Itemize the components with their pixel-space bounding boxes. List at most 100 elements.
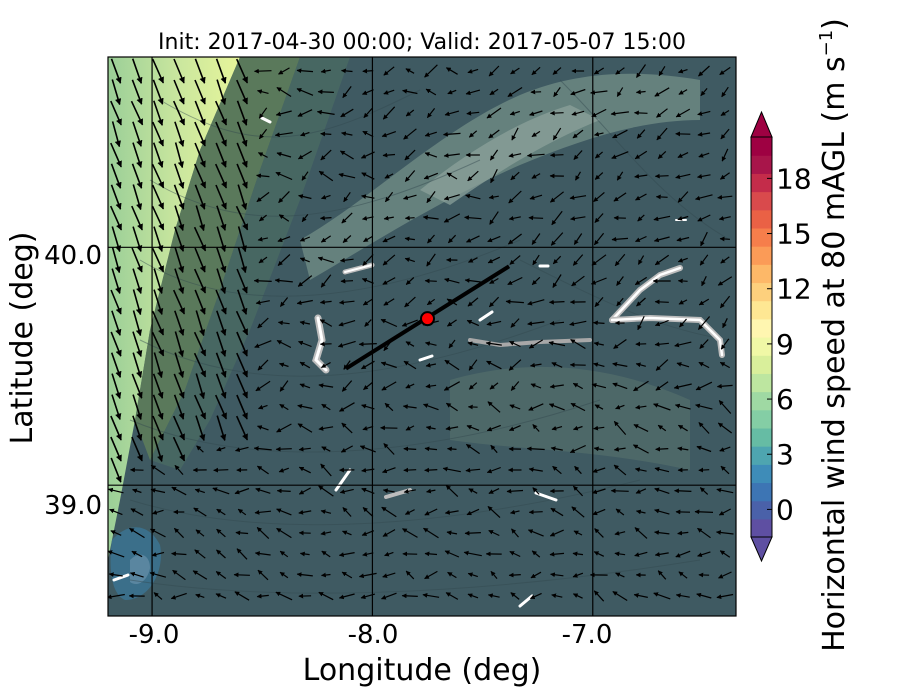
colorbar-tick-label: 18 (776, 162, 812, 195)
wind-arrow (701, 275, 707, 287)
wind-arrow (110, 58, 122, 84)
wind-arrow (195, 593, 205, 599)
wind-arrow (447, 319, 457, 327)
wind-arrow (342, 86, 352, 98)
wind-arrow (318, 426, 334, 431)
wind-arrow (634, 276, 648, 286)
wind-arrow (717, 276, 733, 286)
colorbar-segment (751, 427, 772, 447)
wind-arrow (151, 310, 165, 336)
wind-arrow (275, 446, 292, 452)
wind-arrow (257, 425, 269, 431)
wind-arrow (466, 508, 480, 516)
wind-arrow (171, 551, 187, 557)
wind-arrow (257, 465, 269, 475)
wind-arrow (152, 121, 164, 147)
wind-arrow (572, 129, 584, 139)
wind-arrow (257, 569, 269, 581)
wind-arrow (362, 215, 374, 221)
wind-arrow (572, 485, 584, 497)
wind-arrow (612, 382, 628, 390)
wind-arrow (552, 127, 562, 141)
wind-arrow (278, 67, 290, 75)
wind-arrow (527, 299, 545, 306)
wind-arrow (216, 331, 227, 357)
wind-arrow (172, 100, 186, 126)
wind-arrow (507, 276, 523, 286)
wind-arrow (109, 508, 123, 516)
wind-arrow (508, 153, 522, 158)
wind-arrow (613, 421, 627, 435)
wind-arrow (318, 383, 334, 388)
wind-arrow (194, 184, 206, 210)
wind-arrow (192, 570, 208, 580)
wind-arrow (404, 257, 415, 263)
wind-arrow (675, 108, 691, 118)
wind-arrow (550, 232, 564, 246)
wind-arrow (382, 254, 396, 266)
wind-arrow (402, 404, 417, 410)
wind-arrow (381, 131, 396, 138)
wind-arrow (405, 341, 415, 347)
wind-arrow (466, 235, 480, 243)
wind-arrow (424, 152, 438, 158)
wind-arrow (637, 316, 645, 331)
wind-arrow (131, 79, 143, 105)
wind-arrow (382, 277, 396, 285)
wind-arrow (131, 247, 143, 273)
wind-arrow (340, 278, 354, 284)
wind-arrow (173, 79, 185, 105)
wind-arrow (259, 214, 267, 222)
colorbar-segment (751, 464, 772, 484)
wind-arrow (194, 247, 206, 273)
wind-arrow (444, 110, 460, 117)
wind-arrow (403, 446, 417, 452)
wind-arrow (149, 571, 167, 578)
wind-arrow (194, 488, 205, 494)
wind-arrow (318, 170, 334, 182)
wind-arrow (613, 339, 627, 349)
wind-arrow (321, 572, 331, 578)
wind-arrow (110, 530, 122, 536)
wind-arrow (380, 361, 397, 369)
wind-arrow (716, 383, 733, 389)
wind-arrow (423, 527, 439, 539)
wind-arrow (528, 215, 544, 221)
wind-arrow (153, 352, 164, 379)
wind-arrow (236, 331, 248, 357)
wind-arrow (152, 415, 164, 441)
wind-arrow (695, 381, 713, 391)
wind-arrow (254, 509, 272, 515)
y-tick-labels: 40.0 39.0 (44, 241, 102, 521)
wind-arrow (258, 256, 268, 264)
wind-arrow (654, 530, 670, 536)
wind-arrow (132, 268, 143, 295)
wind-arrow (384, 173, 394, 179)
wind-arrow (697, 214, 711, 222)
colorbar-segment (751, 391, 772, 411)
wind-arrow (278, 467, 290, 473)
wind-arrow (279, 403, 289, 411)
wind-arrow (487, 256, 501, 264)
wind-arrow (424, 446, 438, 452)
wind-arrow (194, 121, 206, 147)
wind-arrow (592, 508, 606, 516)
wind-arrow (488, 129, 500, 139)
southwest-calm-core (130, 554, 150, 585)
wind-arrow (510, 381, 520, 391)
wind-arrow (129, 571, 144, 578)
wind-arrow (132, 488, 142, 494)
wind-arrow (508, 359, 522, 371)
wind-arrow (697, 551, 711, 558)
colorbar-segment (751, 355, 772, 374)
wind-arrow (422, 593, 440, 598)
wind-arrow (216, 549, 226, 559)
wind-arrow (320, 509, 332, 515)
wind-arrow (363, 381, 373, 391)
wind-arrow (549, 299, 565, 305)
wind-arrow (236, 548, 248, 560)
wind-arrow (173, 184, 185, 210)
wind-arrow (488, 296, 500, 308)
wind-arrow (510, 509, 520, 515)
